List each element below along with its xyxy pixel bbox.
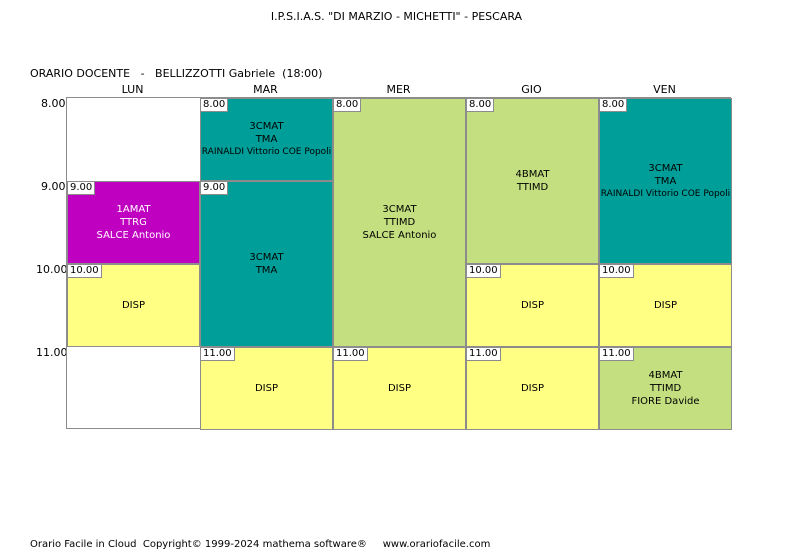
lesson-subject: TTIMD <box>516 182 549 193</box>
day-header-tue: MAR <box>253 83 278 96</box>
lesson-cell[interactable]: 10.00 DISP <box>466 264 599 347</box>
lesson-teacher: SALCE Antonio <box>96 230 171 241</box>
lesson-class: 3CMAT <box>249 252 284 263</box>
day-header-fri: VEN <box>653 83 676 96</box>
lesson-teacher: RAINALDI Vittorio COE Popoli <box>201 147 332 157</box>
day-header-thu: GIO <box>521 83 542 96</box>
lesson-cell[interactable]: 11.00 DISP <box>200 347 333 430</box>
time-label-11: 11.00 <box>36 346 68 359</box>
lesson-cell[interactable]: 9.00 1AMAT TTRG SALCE Antonio <box>67 181 200 264</box>
lesson-cell[interactable]: 10.00 DISP <box>599 264 732 347</box>
day-header-wed: MER <box>386 83 411 96</box>
lesson-time: 8.00 <box>334 99 362 112</box>
lesson-cell[interactable]: 11.00 DISP <box>466 347 599 430</box>
lesson-class: 3CMAT <box>648 162 683 174</box>
lesson-subject: TMA <box>255 265 278 276</box>
lesson-class: 4BMAT <box>515 169 550 180</box>
lesson-cell[interactable]: 11.00 4BMAT TTIMD FIORE Davide <box>599 347 732 430</box>
lesson-teacher: RAINALDI Vittorio COE Popoli <box>600 188 731 199</box>
time-label-8: 8.00 <box>41 97 66 110</box>
lesson-teacher: FIORE Davide <box>631 396 700 407</box>
lesson-subject: TTRG <box>120 217 147 228</box>
time-label-9: 9.00 <box>41 180 66 193</box>
lesson-time: 10.00 <box>68 265 102 278</box>
lesson-time: 11.00 <box>201 348 235 361</box>
lesson-cell[interactable]: 11.00 DISP <box>333 347 466 430</box>
lesson-class: DISP <box>387 383 412 394</box>
lesson-class: 3CMAT <box>249 121 284 132</box>
teacher-header: ORARIO DOCENTE - BELLIZZOTTI Gabriele (1… <box>30 67 323 80</box>
time-label-10: 10.00 <box>36 263 68 276</box>
lesson-cell[interactable]: 9.00 3CMAT TMA <box>200 181 333 347</box>
lesson-teacher: SALCE Antonio <box>362 230 437 241</box>
lesson-time: 11.00 <box>467 348 501 361</box>
lesson-subject: TMA <box>255 134 278 145</box>
lesson-cell[interactable]: 8.00 4BMAT TTIMD <box>466 98 599 264</box>
lesson-time: 8.00 <box>467 99 495 112</box>
lesson-time: 8.00 <box>600 99 628 112</box>
lesson-cell[interactable]: 8.00 3CMAT TTIMD SALCE Antonio <box>333 98 466 347</box>
lesson-time: 11.00 <box>334 348 368 361</box>
lesson-cell[interactable]: 10.00 DISP <box>67 264 200 347</box>
lesson-cell[interactable]: 8.00 3CMAT TMA RAINALDI Vittorio COE Pop… <box>200 98 333 181</box>
footer-copyright: Orario Facile in Cloud Copyright© 1999-2… <box>30 539 491 550</box>
lesson-time: 8.00 <box>201 99 229 112</box>
lesson-class: 1AMAT <box>116 204 151 215</box>
lesson-cell[interactable]: 8.00 3CMAT TMA RAINALDI Vittorio COE Pop… <box>599 98 732 264</box>
lesson-time: 10.00 <box>467 265 501 278</box>
lesson-time: 9.00 <box>201 182 229 195</box>
lesson-class: 4BMAT <box>648 370 683 381</box>
lesson-class: DISP <box>520 383 545 394</box>
lesson-subject: TTIMD <box>649 383 682 394</box>
day-header-mon: LUN <box>121 83 144 96</box>
lesson-time: 11.00 <box>600 348 634 361</box>
lesson-subject: TTIMD <box>383 217 416 228</box>
timetable-grid: 9.00 1AMAT TTRG SALCE Antonio 10.00 DISP… <box>66 97 732 430</box>
lesson-class: DISP <box>254 383 279 394</box>
lesson-class: DISP <box>653 300 678 311</box>
lesson-time: 10.00 <box>600 265 634 278</box>
lesson-class: DISP <box>520 300 545 311</box>
school-title: I.P.S.I.A.S. "DI MARZIO - MICHETTI" - PE… <box>270 10 523 23</box>
lesson-class: DISP <box>121 300 146 311</box>
lesson-time: 9.00 <box>68 182 96 195</box>
lesson-class: 3CMAT <box>382 204 417 215</box>
lesson-subject: TMA <box>654 175 677 187</box>
